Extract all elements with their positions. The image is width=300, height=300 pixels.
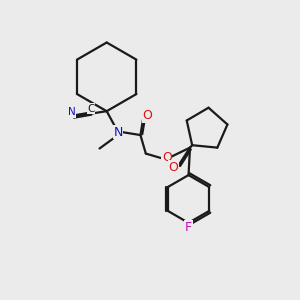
Text: O: O <box>162 151 172 164</box>
Text: N: N <box>113 126 123 139</box>
Text: O: O <box>169 161 178 174</box>
Text: F: F <box>185 221 192 234</box>
Text: N: N <box>68 107 75 117</box>
Text: C: C <box>88 104 95 114</box>
Text: O: O <box>143 109 152 122</box>
